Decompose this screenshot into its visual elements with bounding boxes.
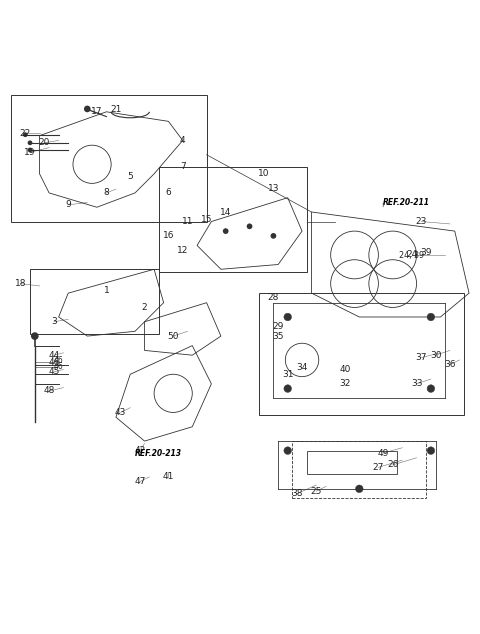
- Text: 29: 29: [273, 322, 284, 331]
- Text: 42: 42: [134, 446, 145, 455]
- Text: 24: 24: [406, 250, 418, 259]
- Text: 2: 2: [142, 303, 147, 312]
- Bar: [292, 441, 426, 498]
- Circle shape: [23, 133, 28, 137]
- Text: 40: 40: [339, 365, 351, 374]
- Circle shape: [28, 148, 33, 152]
- Text: 32: 32: [339, 379, 351, 388]
- Text: 49: 49: [377, 448, 389, 458]
- Text: 1: 1: [104, 287, 109, 295]
- Bar: [307, 451, 397, 474]
- Text: 20: 20: [39, 138, 50, 147]
- Text: 41: 41: [163, 472, 174, 481]
- Circle shape: [427, 385, 435, 392]
- Text: 28: 28: [268, 294, 279, 302]
- Text: 36: 36: [444, 360, 456, 369]
- Text: 6: 6: [166, 188, 171, 197]
- Circle shape: [84, 106, 91, 112]
- Text: 48: 48: [43, 387, 55, 396]
- Text: 16: 16: [163, 231, 174, 240]
- Text: 46: 46: [48, 358, 60, 367]
- Text: 9: 9: [65, 200, 71, 209]
- Text: 38: 38: [291, 489, 303, 498]
- Text: 4: 4: [180, 136, 186, 145]
- Text: 12: 12: [177, 246, 189, 255]
- Text: 26: 26: [387, 460, 398, 469]
- Text: 43: 43: [115, 408, 126, 417]
- Text: 24, 39: 24, 39: [399, 252, 424, 261]
- Text: 8: 8: [104, 188, 109, 197]
- Text: 50: 50: [168, 332, 179, 340]
- Circle shape: [356, 485, 363, 493]
- Bar: [30, 269, 159, 333]
- Text: REF.20-211: REF.20-211: [383, 198, 430, 207]
- Bar: [11, 95, 206, 221]
- Circle shape: [31, 332, 38, 340]
- Text: REF.20-213: REF.20-213: [135, 448, 182, 458]
- Text: 5: 5: [127, 172, 133, 181]
- Text: 3: 3: [51, 317, 57, 327]
- Text: 23: 23: [416, 217, 427, 226]
- Text: 39: 39: [420, 248, 432, 257]
- Text: 30: 30: [430, 351, 442, 359]
- Text: 21: 21: [110, 105, 121, 114]
- Text: 19: 19: [24, 148, 36, 157]
- Text: 18: 18: [15, 279, 26, 288]
- Bar: [259, 293, 464, 415]
- Circle shape: [284, 313, 291, 321]
- Text: 31: 31: [282, 370, 293, 378]
- Text: 7: 7: [180, 162, 186, 171]
- Circle shape: [247, 223, 252, 230]
- Text: 33: 33: [411, 379, 422, 388]
- Text: 37: 37: [416, 353, 427, 362]
- Text: 35: 35: [273, 332, 284, 340]
- Text: 45: 45: [48, 367, 60, 377]
- Text: 13: 13: [268, 184, 279, 193]
- Text: 46: 46: [54, 356, 64, 365]
- Circle shape: [427, 313, 435, 321]
- Text: 15: 15: [201, 215, 212, 224]
- Text: 27: 27: [372, 463, 384, 472]
- Text: 34: 34: [296, 363, 308, 372]
- Circle shape: [284, 447, 291, 455]
- Text: 17: 17: [91, 107, 103, 116]
- Text: 46: 46: [54, 362, 64, 371]
- Text: 10: 10: [258, 169, 270, 178]
- Circle shape: [28, 140, 33, 145]
- Text: 25: 25: [311, 487, 322, 496]
- Text: 11: 11: [182, 217, 193, 226]
- Text: 14: 14: [220, 207, 231, 217]
- Text: 44: 44: [48, 351, 60, 359]
- Circle shape: [223, 228, 228, 234]
- Text: 47: 47: [134, 477, 145, 486]
- Text: 22: 22: [20, 129, 31, 138]
- Circle shape: [427, 447, 435, 455]
- Bar: [159, 167, 307, 271]
- Circle shape: [284, 385, 291, 392]
- Circle shape: [271, 233, 276, 239]
